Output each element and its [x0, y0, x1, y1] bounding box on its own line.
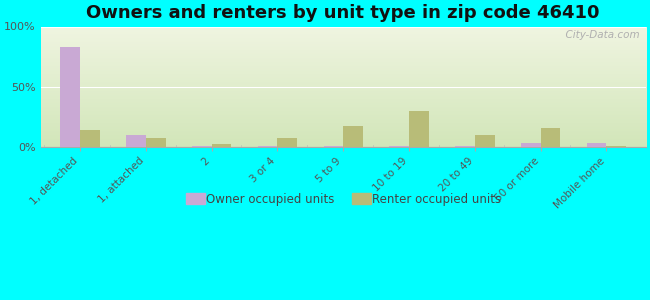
Bar	[587, 143, 606, 147]
Title: Owners and renters by unit type in zip code 46410: Owners and renters by unit type in zip c…	[86, 4, 600, 22]
Bar	[541, 128, 560, 147]
Bar	[212, 144, 231, 147]
Bar	[146, 138, 166, 147]
Bar	[455, 146, 474, 147]
Bar	[192, 146, 212, 147]
Bar	[278, 138, 297, 147]
Bar	[60, 47, 80, 147]
Bar	[80, 130, 100, 147]
Text: City-Data.com: City-Data.com	[559, 30, 640, 40]
Bar	[258, 146, 278, 147]
Bar	[126, 135, 146, 147]
Bar	[409, 111, 429, 147]
Bar	[474, 135, 495, 147]
Legend: Owner occupied units, Renter occupied units: Owner occupied units, Renter occupied un…	[181, 188, 506, 211]
Bar	[343, 126, 363, 147]
Bar	[324, 146, 343, 147]
Bar	[389, 146, 409, 147]
Bar	[521, 143, 541, 147]
Bar	[606, 146, 626, 147]
